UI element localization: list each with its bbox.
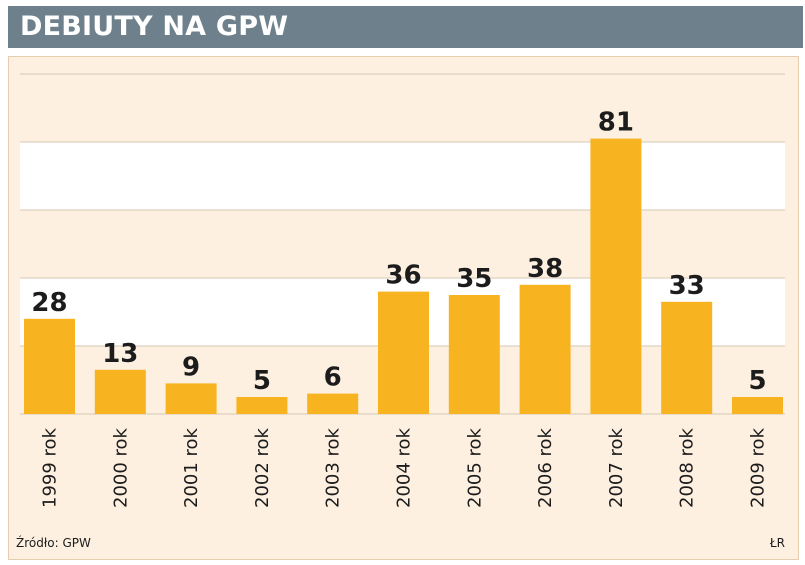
chart-title: DEBIUTY NA GPW [20, 11, 289, 42]
value-label: 13 [102, 339, 138, 369]
value-label: 36 [385, 261, 421, 291]
value-label: 81 [598, 108, 634, 138]
title-bar: DEBIUTY NA GPW [8, 6, 803, 48]
bar [236, 397, 288, 414]
bar [661, 301, 713, 414]
bars [24, 138, 783, 414]
background-bands [20, 74, 785, 414]
category-label: 2008 rok [677, 427, 698, 508]
category-label: 1999 rok [40, 427, 61, 508]
category-label: 2009 rok [748, 427, 769, 508]
source-note: Źródło: GPW [16, 536, 91, 550]
value-label: 5 [253, 366, 271, 396]
bar [307, 393, 359, 414]
value-label: 33 [669, 271, 705, 301]
background-band [20, 74, 785, 142]
value-label: 28 [31, 288, 67, 318]
bar [519, 284, 571, 414]
category-label: 2003 rok [323, 427, 344, 508]
category-label: 2001 rok [181, 427, 202, 508]
background-band [20, 210, 785, 278]
background-band [20, 142, 785, 210]
value-label: 9 [182, 352, 200, 382]
value-label: 35 [456, 264, 492, 294]
bar [378, 291, 429, 414]
category-label: 2004 rok [394, 427, 415, 508]
bar [732, 397, 783, 414]
category-label: 2006 rok [535, 427, 556, 508]
gridlines [20, 73, 785, 415]
bar [448, 295, 500, 414]
author-initials: ŁR [769, 536, 785, 550]
category-label: 2005 rok [464, 427, 485, 508]
bar [590, 138, 642, 414]
bar [165, 383, 217, 414]
value-label: 38 [527, 254, 563, 284]
category-label: 2000 rok [110, 427, 131, 508]
category-labels: 1999 rok 2000 rok 2001 rok 2002 rok 2003 rok… [40, 427, 769, 508]
category-label: 2002 rok [252, 427, 273, 508]
category-label: 2007 rok [606, 427, 627, 508]
value-labels: 28 13 9 5 6 36 35 38 81 33 5 [31, 108, 766, 396]
value-label: 5 [748, 366, 766, 396]
value-label: 6 [324, 363, 342, 393]
bar [94, 369, 146, 414]
bar [24, 318, 75, 414]
